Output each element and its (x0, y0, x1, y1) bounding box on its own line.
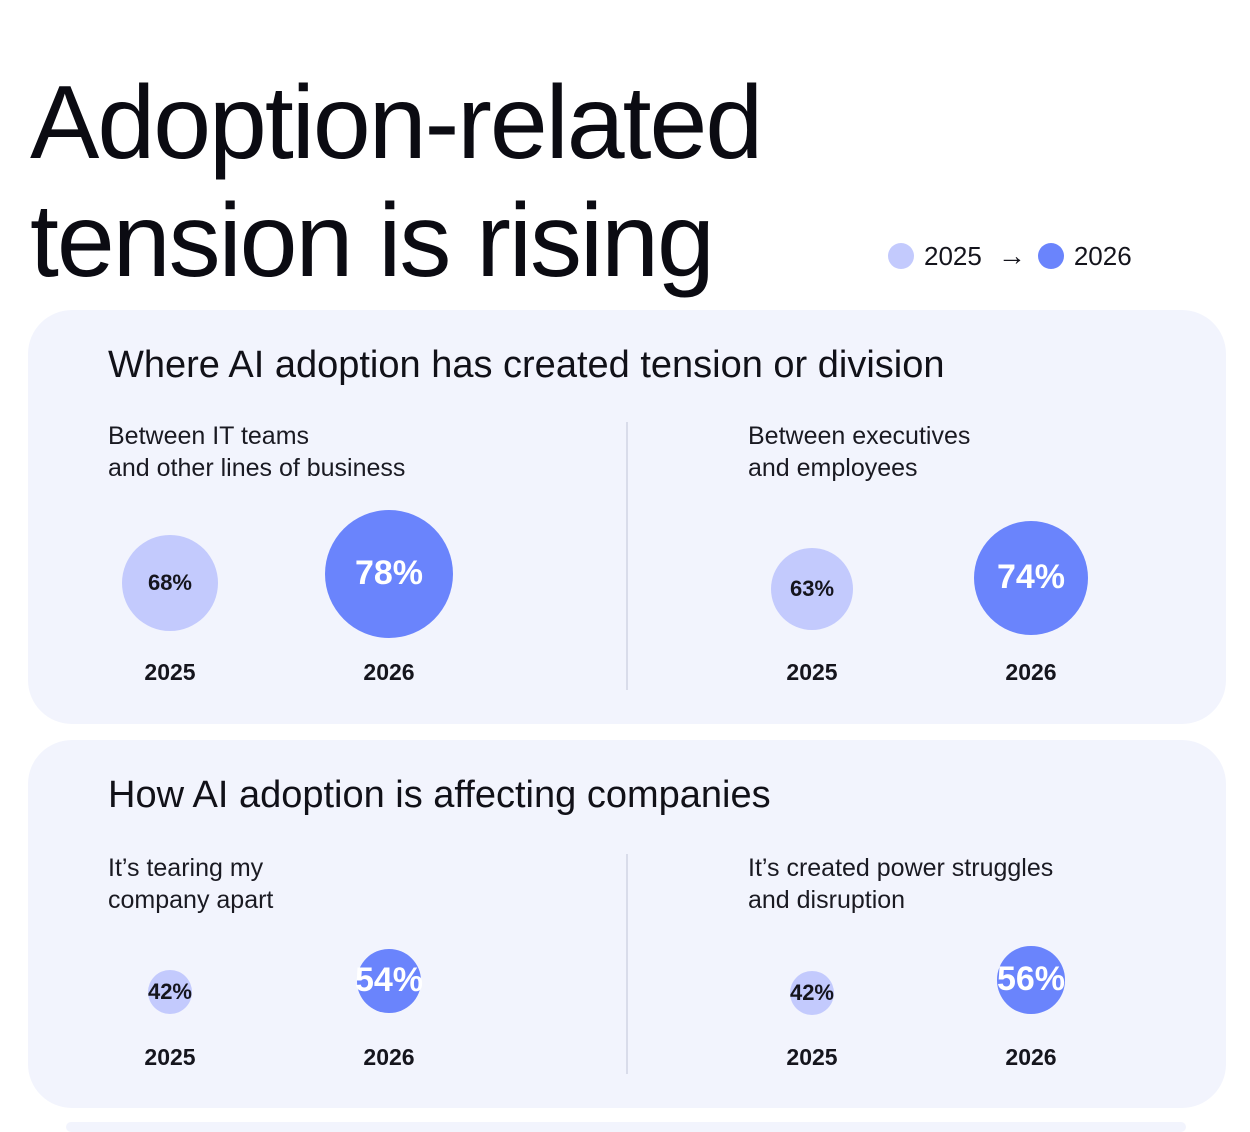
panel-label-power-struggles: It’s created power struggles and disrupt… (748, 854, 1054, 914)
year-label-2025: 2025 (786, 1044, 838, 1070)
bubble-tearing-apart-2025: 42% (147, 969, 193, 1015)
card-title: How AI adoption is affecting companies (108, 774, 771, 816)
year-label-2026: 2026 (1005, 1044, 1057, 1070)
arrow-right-icon: → (997, 240, 1026, 271)
bubble-tearing-apart-2026: 54% (354, 949, 424, 1013)
bubble-value-label: 56% (996, 960, 1066, 999)
panel-divider (626, 854, 628, 1074)
page-title: Adoption-related tension is rising (30, 64, 763, 300)
bubble-value-label: 68% (147, 569, 192, 595)
bubble-power-struggles-2026: 56% (996, 946, 1066, 1014)
bubble-executives-2026: 74% (973, 520, 1089, 636)
panel-label-executives: Between executives and employees (748, 422, 971, 482)
bubble-value-label: 54% (354, 961, 424, 1000)
legend-2026-dot (1037, 243, 1064, 269)
bubble-power-struggles-2025: 42% (789, 970, 835, 1016)
bubble-value-label: 63% (789, 575, 835, 601)
page-title-line-1: Adoption-related (30, 65, 763, 181)
year-label-2025: 2025 (144, 1044, 196, 1070)
year-label-2026: 2026 (363, 659, 415, 685)
legend-2025-label: 2025 (924, 240, 982, 271)
company-effects-card: How AI adoption is affecting companies I… (28, 740, 1226, 1108)
bubble-value-label: 74% (996, 558, 1066, 597)
bubble-value-label: 42% (147, 978, 192, 1004)
year-label-2026: 2026 (1005, 659, 1057, 685)
panel-label-it-teams: Between IT teams and other lines of busi… (108, 422, 406, 482)
legend: 2025 → 2026 (888, 240, 1132, 272)
year-label-2025: 2025 (786, 659, 838, 685)
year-label-2025: 2025 (144, 659, 196, 685)
card-title: Where AI adoption has created tension or… (108, 344, 945, 386)
next-card-edge (66, 1122, 1186, 1132)
bubble-value-label: 42% (789, 979, 834, 1005)
panel-label-tearing-apart: It’s tearing my company apart (108, 854, 274, 914)
legend-2025-dot (888, 243, 914, 269)
page-title-line-2: tension is rising (30, 183, 715, 299)
panel-divider (626, 422, 628, 690)
bubble-it-teams-2026: 78% (324, 509, 454, 639)
bubble-executives-2025: 63% (770, 547, 854, 631)
legend-2026-label: 2026 (1073, 240, 1132, 271)
bubble-value-label: 78% (354, 554, 424, 593)
bubble-it-teams-2025: 68% (122, 535, 218, 631)
tension-division-card: Where AI adoption has created tension or… (28, 310, 1226, 724)
year-label-2026: 2026 (363, 1044, 415, 1070)
